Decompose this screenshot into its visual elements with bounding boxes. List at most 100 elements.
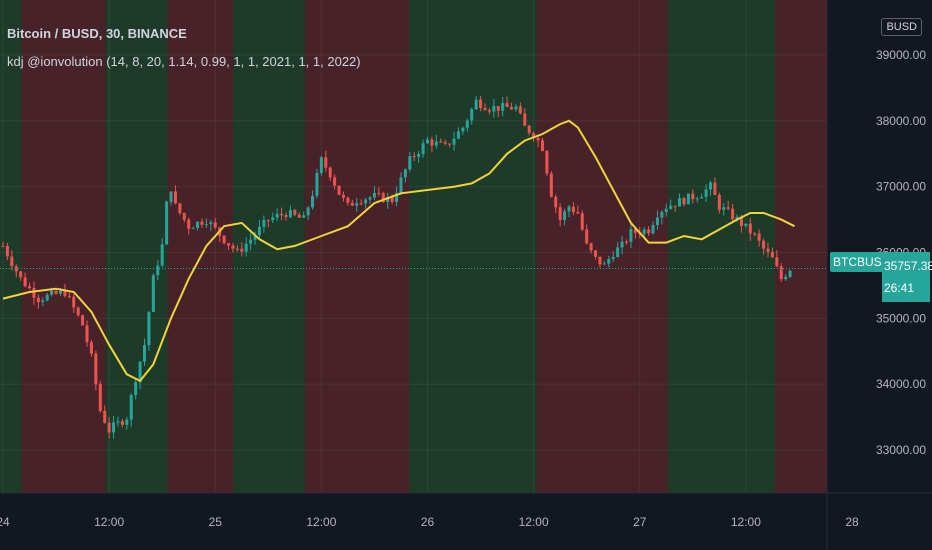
candle-body (536, 138, 540, 141)
currency-badge[interactable]: BUSD (881, 18, 922, 36)
candle-body (655, 217, 659, 226)
candle-body (235, 248, 239, 250)
candle-body (45, 294, 49, 301)
candle-body (58, 290, 62, 294)
candle-body (514, 106, 518, 110)
candle-body (770, 251, 774, 258)
candle-body (89, 342, 93, 354)
candle-body (775, 257, 779, 267)
candle-body (523, 113, 527, 126)
candle-body (350, 202, 354, 206)
candle-body (753, 233, 757, 235)
candle-body (337, 185, 341, 195)
candle-body (629, 229, 633, 242)
candle-body (518, 106, 522, 114)
candle-body (23, 277, 27, 287)
candle-body (607, 259, 611, 264)
candle-body (501, 103, 505, 111)
candle-body (306, 207, 310, 216)
candle-body (377, 192, 381, 194)
candle-body (567, 206, 571, 212)
candle-body (744, 223, 748, 227)
candle-body (204, 224, 208, 226)
candle-body (143, 345, 146, 362)
candle-body (421, 143, 425, 154)
candle-body (474, 99, 478, 110)
candle-body (328, 167, 332, 178)
candle-body (297, 214, 301, 218)
price-tick-label: 35000.00 (876, 311, 926, 325)
candle-body (112, 422, 116, 433)
candle-body (598, 256, 602, 265)
candle-body (660, 212, 664, 218)
candle-body (624, 241, 628, 243)
candle-body (788, 270, 792, 277)
price-tick-label: 37000.00 (876, 180, 926, 194)
candle-body (722, 207, 726, 210)
zone-bull (408, 0, 537, 493)
candle-body (470, 109, 474, 121)
zone-bull (668, 0, 776, 493)
candle-body (156, 265, 160, 276)
candle-body (412, 156, 416, 158)
candle-body (364, 199, 368, 204)
candle-body (700, 197, 704, 199)
candle-body (333, 177, 337, 186)
candle-body (695, 198, 699, 200)
price-tick-label: 39000.00 (876, 48, 926, 62)
candle-body (496, 106, 500, 111)
candle-body (315, 173, 319, 196)
indicator-label[interactable]: kdj @ionvolution (14, 8, 20, 1.14, 0.99,… (7, 54, 361, 69)
candle-body (448, 143, 452, 145)
candle-body (678, 198, 682, 207)
candle-body (266, 220, 270, 222)
candle-body (10, 256, 14, 267)
candle-body (359, 203, 363, 205)
candle-body (182, 213, 186, 220)
candle-body (169, 191, 173, 202)
candle-body (275, 213, 279, 218)
zone-bear (304, 0, 409, 493)
time-tick-label: 27 (633, 515, 647, 529)
time-tick-label: 12:00 (519, 515, 549, 529)
candle-body (682, 198, 686, 205)
time-tick-label: 26 (421, 515, 435, 529)
candle-body (633, 229, 637, 233)
candle-body (94, 353, 98, 385)
candle-body (19, 271, 23, 278)
candle-body (165, 201, 169, 245)
candle-body (487, 110, 491, 112)
candle-body (381, 193, 385, 203)
candle-body (709, 182, 712, 190)
candle-body (731, 208, 735, 220)
symbol-tag: BTCBUSD (830, 252, 894, 272)
candle-body (540, 140, 544, 151)
candle-body (762, 240, 766, 249)
candle-body (465, 120, 469, 128)
time-axis-bg (0, 493, 932, 550)
candle-body (642, 229, 646, 235)
candle-body (227, 243, 231, 246)
candle-body (510, 107, 514, 110)
candle-body (651, 225, 655, 234)
candle-body (116, 421, 120, 423)
candle-body (302, 215, 306, 218)
candle-body (293, 210, 297, 215)
candle-body (545, 150, 549, 174)
candle-body (257, 226, 261, 236)
candle-body (439, 141, 443, 143)
zone-bull (0, 0, 22, 493)
candles (1, 96, 792, 439)
time-tick-label: 24 (0, 515, 10, 529)
candle-body (355, 203, 359, 206)
candle-body (129, 395, 133, 420)
candle-body (686, 193, 690, 205)
candle-body (757, 233, 761, 241)
candle-body (456, 131, 460, 139)
candle-body (98, 384, 102, 411)
candle-body (311, 195, 315, 208)
candle-body (395, 193, 399, 202)
candle-body (36, 297, 40, 303)
